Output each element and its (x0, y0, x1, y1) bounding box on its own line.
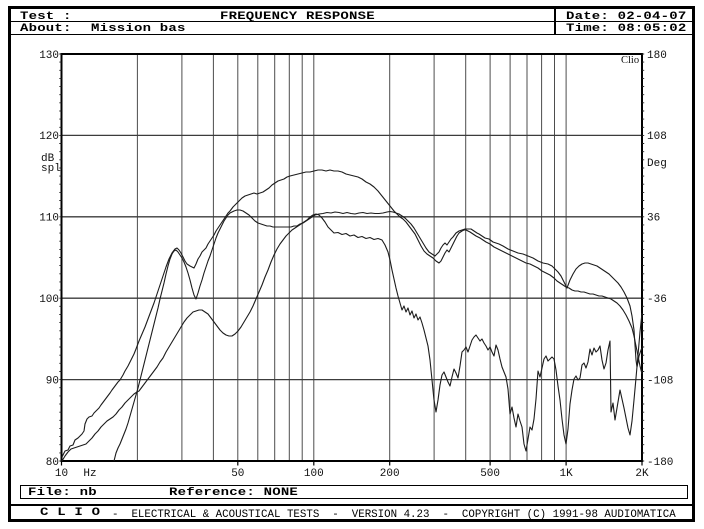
svg-text:Hz: Hz (83, 468, 96, 480)
svg-text:100: 100 (304, 468, 324, 480)
svg-text:-108: -108 (647, 375, 673, 387)
svg-text:200: 200 (380, 468, 400, 480)
svg-text:36: 36 (647, 213, 660, 225)
svg-text:10: 10 (55, 468, 68, 480)
svg-text:-180: -180 (647, 457, 673, 469)
svg-text:2K: 2K (635, 468, 649, 480)
svg-text:100: 100 (39, 294, 59, 306)
svg-text:110: 110 (39, 213, 59, 225)
svg-text:180: 180 (647, 50, 667, 62)
svg-text:50: 50 (231, 468, 244, 480)
svg-text:80: 80 (46, 457, 59, 469)
svg-text:120: 120 (39, 131, 59, 143)
svg-text:Deg: Deg (647, 158, 667, 170)
svg-text:500: 500 (480, 468, 500, 480)
svg-text:dB: dB (41, 153, 55, 165)
svg-text:90: 90 (46, 375, 59, 387)
svg-text:-36: -36 (647, 294, 667, 306)
svg-text:1K: 1K (559, 468, 573, 480)
svg-text:108: 108 (647, 131, 667, 143)
svg-text:130: 130 (39, 50, 59, 62)
svg-text:Clio: Clio (621, 55, 639, 66)
svg-text:spl: spl (41, 163, 61, 175)
